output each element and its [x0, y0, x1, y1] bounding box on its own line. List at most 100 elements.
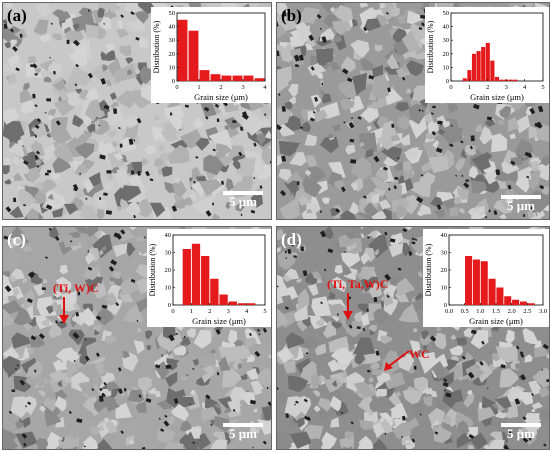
y-axis-label: Distribution (%) [152, 20, 161, 73]
histogram-bar [462, 78, 467, 81]
histogram-bar [485, 42, 490, 81]
y-tick-label: 30 [165, 250, 172, 257]
x-tick-label: 5 [541, 84, 544, 91]
y-axis-label: Distribution (%) [426, 20, 435, 73]
x-axis-label: Grain size (μm) [192, 316, 246, 326]
panel-label-c: (c) [7, 230, 26, 249]
histogram-bar [243, 75, 254, 81]
x-tick-label: 1.0 [476, 308, 484, 315]
x-axis-label: Grain size (μm) [470, 92, 524, 102]
x-tick-label: 3 [241, 84, 244, 91]
y-tick-label: 10 [165, 285, 172, 292]
x-tick-label: 2 [208, 308, 211, 315]
scale-label-d: 5 μm [507, 426, 535, 441]
x-tick-label: 1.5 [492, 308, 500, 315]
phase-annotation-tiw-c: (Ti, W)C [53, 281, 99, 295]
x-tick-label: 0.5 [461, 308, 469, 315]
histogram-inset-b: 0 1 2 3 4 5 0 10 20 30 40 50 Grain size (μm) Distribu… [425, 7, 549, 103]
arrow-indicator-d1 [343, 293, 353, 320]
histogram-bar [490, 60, 495, 81]
y-tick-label: 30 [441, 250, 448, 257]
histogram-bar [254, 78, 265, 81]
y-tick-label: 0 [444, 302, 447, 309]
x-tick-label: 3.0 [539, 308, 547, 315]
y-tick-label: 50 [443, 10, 450, 17]
x-tick-label: 4 [245, 308, 249, 315]
histogram-inset-d: 0.0 0.5 1.0 1.5 2.0 2.5 3.0 0 10 20 30 40 Grain size… [423, 229, 549, 327]
y-axis-label: Distribution (%) [148, 243, 157, 296]
histogram-bar [219, 294, 228, 305]
y-tick-label: 30 [443, 37, 450, 44]
histogram-bar [191, 243, 201, 305]
y-tick-label: 40 [165, 232, 172, 239]
histogram-bar [494, 76, 500, 81]
histogram-bar [508, 79, 513, 81]
x-tick-label: 0.0 [445, 308, 453, 315]
histogram-bar [201, 256, 210, 305]
y-tick-label: 0 [446, 78, 449, 85]
x-tick-label: 2 [486, 84, 489, 91]
histogram-bar [467, 70, 472, 81]
y-tick-label: 10 [441, 285, 448, 292]
histogram-bar [177, 19, 188, 81]
histogram-bar [472, 259, 480, 305]
histogram-bar [471, 53, 477, 81]
x-tick-label: 1 [197, 84, 200, 91]
histogram-bar [480, 261, 488, 305]
histogram-bar [476, 51, 481, 81]
scale-bar-b: 5 μm [501, 195, 541, 213]
phase-annotation-wc-d: WC [409, 347, 430, 361]
y-axis-label: Distribution (%) [424, 243, 433, 296]
y-tick-label: 20 [443, 51, 450, 58]
histogram-bar [210, 278, 219, 305]
histogram-bar [199, 70, 210, 81]
x-tick-label: 2.0 [508, 308, 516, 315]
histogram-bar [182, 249, 191, 305]
histogram-bar [232, 75, 243, 81]
y-tick-label: 10 [169, 64, 176, 71]
x-axis-label: Grain size (μm) [194, 92, 248, 102]
histogram-bar [228, 301, 237, 305]
y-tick-label: 20 [169, 51, 176, 58]
y-tick-label: 20 [441, 267, 448, 274]
y-tick-label: 40 [169, 24, 176, 31]
histogram-chart-c: 0 1 2 3 4 5 0 10 20 30 40 Grain size (μm) Distributi… [148, 232, 267, 326]
x-tick-label: 3 [505, 84, 508, 91]
scale-label-a: 5 μm [229, 194, 257, 209]
panel-label-b: (b) [281, 6, 302, 25]
histogram-bar [499, 79, 504, 81]
histogram-inset-c: 0 1 2 3 4 5 0 10 20 30 40 Grain size (μm) Distributi… [147, 229, 271, 327]
histogram-bar [488, 278, 496, 305]
arrow-indicator-d2 [384, 350, 410, 371]
x-tick-label: 5 [263, 308, 266, 315]
x-tick-label: 1 [190, 308, 193, 315]
x-tick-label: 1 [468, 84, 471, 91]
histogram-bar [519, 301, 527, 305]
x-tick-label: 2 [219, 84, 222, 91]
y-tick-label: 20 [165, 267, 172, 274]
histogram-inset-a: 0 1 2 3 4 0 10 20 30 40 50 Grain size (μm) Distribut… [151, 7, 271, 103]
x-tick-label: 0 [449, 84, 452, 91]
scale-bar-a: 5 μm [223, 191, 263, 209]
scale-bar-d: 5 μm [501, 423, 541, 441]
micrograph-panel-d: (d) (Ti, Ta,W)C WC 5 μm 0.0 0.5 1.0 1.5 2.0 2… [276, 226, 550, 450]
histogram-bar [504, 296, 512, 305]
histogram-bar [221, 75, 232, 81]
histogram-bar [237, 303, 247, 305]
histogram-bar [465, 256, 473, 305]
micrograph-panel-a: (a) 5 μm 0 1 2 3 4 0 10 20 30 40 50 Grain size (μm)… [2, 2, 272, 220]
x-tick-label: 0 [175, 84, 178, 91]
y-tick-label: 40 [443, 24, 450, 31]
histogram-bar [527, 303, 535, 305]
histogram-bar [481, 47, 486, 81]
y-tick-label: 50 [169, 10, 176, 17]
y-tick-label: 0 [172, 78, 175, 85]
histogram-bar [513, 79, 518, 81]
panel-label-d: (d) [281, 230, 302, 249]
micrograph-panel-c: (c) (Ti, W)C 5 μm 0 1 2 3 4 5 0 10 20 30 40 Grain s… [2, 226, 272, 450]
x-tick-label: 0 [171, 308, 174, 315]
x-axis-label: Grain size (μm) [469, 316, 523, 326]
x-tick-label: 2.5 [523, 308, 531, 315]
